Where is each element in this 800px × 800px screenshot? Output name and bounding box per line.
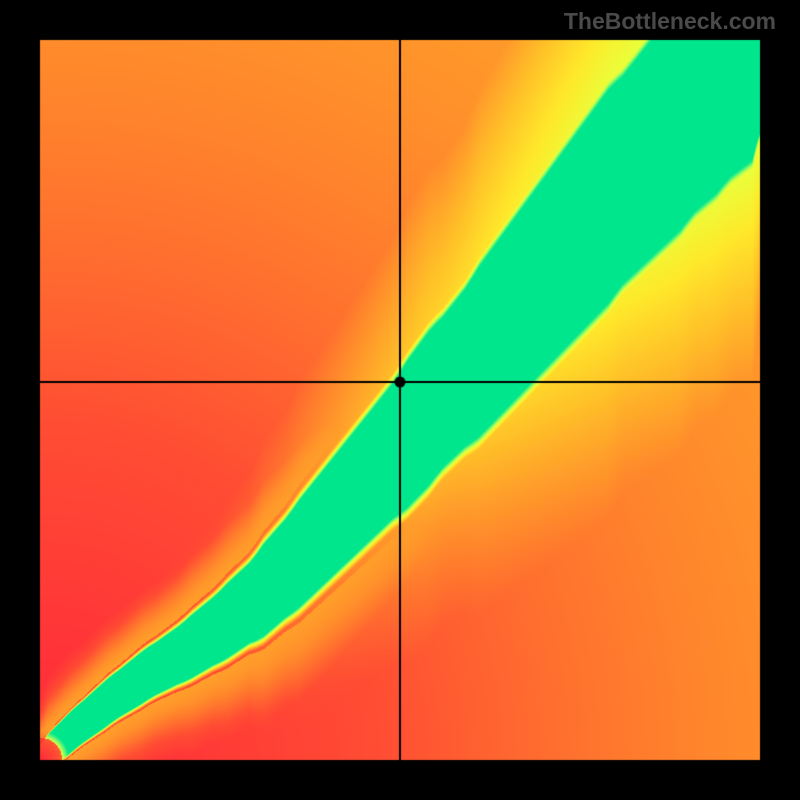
watermark-label: TheBottleneck.com — [564, 8, 776, 35]
bottleneck-heatmap-chart — [0, 0, 800, 800]
